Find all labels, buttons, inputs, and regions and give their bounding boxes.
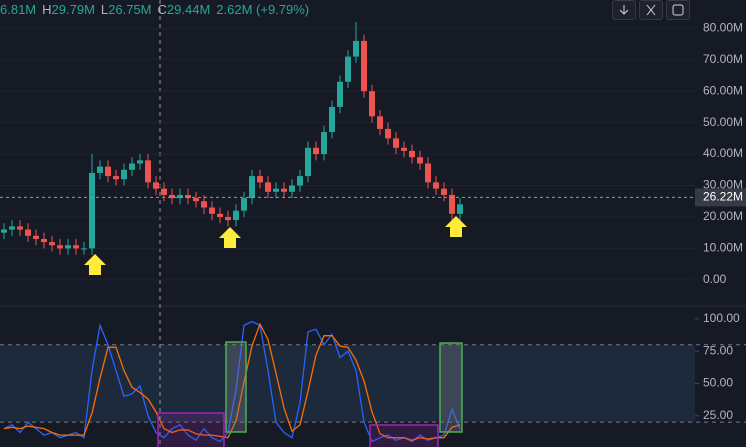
y-tick-label: 0.00 [703,272,727,286]
y-tick-label: 100.00 [703,311,740,325]
candle-body [249,176,255,199]
candle-body [25,229,31,236]
candle-body [217,213,223,217]
candle-body [177,194,183,199]
candle-body [457,204,463,214]
candle-body [401,147,407,151]
candle-body [89,172,95,249]
candle-body [417,157,423,164]
header-value: 29.79M [51,2,95,17]
candle-body [137,160,143,164]
arrow [219,227,241,248]
candle-body [65,245,71,249]
button[interactable] [639,0,663,20]
candle-body [449,194,455,214]
y-tick-label: 80.00M [703,20,743,34]
candle-body [281,188,287,192]
candle-body [409,150,415,158]
last-price-box [695,188,746,207]
candle-body [209,207,215,214]
candle-body [433,182,439,189]
candle-body [185,194,191,199]
button[interactable] [612,0,636,20]
header-value: 29.44M [166,2,211,17]
candle-body [345,56,351,82]
candle-body [377,116,383,129]
y-tick-label: 20.00M [703,209,743,223]
y-tick-label: 30.00M [703,178,743,192]
highlight-box [439,342,463,433]
highlight-box [369,424,439,447]
candle-body [73,245,79,249]
candle-body [441,188,447,195]
icon [672,4,684,16]
y-tick-label: 40.00M [703,146,743,160]
candle-body [393,138,399,148]
candle-body [161,188,167,195]
candle-body [265,182,271,192]
candle-body [153,182,159,189]
candle-body [57,245,63,249]
candle-body [289,185,295,192]
candle-body [81,248,87,250]
candle-body [17,226,23,230]
y-tick-label: 75.00 [703,343,733,357]
y-tick-label: 50.00 [703,376,733,390]
candle-body [225,216,231,221]
arrow [445,216,467,237]
y-tick-label: 70.00M [703,52,743,66]
candle-body [9,226,15,230]
candle-body [305,147,311,177]
candle-body [97,166,103,173]
candle-body [169,194,175,199]
last-price-label: 26.22M [703,190,743,204]
candle-body [121,169,127,180]
candle-body [129,163,135,170]
candle-body [233,210,239,221]
y-tick-label: 60.00M [703,83,743,97]
candle-body [145,160,151,183]
stoch-band [0,344,695,423]
candle-body [41,238,47,243]
candle-body [33,235,39,239]
candle-body [353,40,359,57]
arrow [84,254,106,275]
candle-body [49,242,55,246]
candle-body [425,163,431,183]
header-key: H [42,2,52,17]
candle-body [193,198,199,202]
header-value: 26.75M [108,2,152,17]
candle-body [329,106,335,133]
y-tick-label: 25.00 [703,408,733,422]
candle-body [273,188,279,192]
ohlc-header: 6.81M H29.79M L26.75M C29.44M 2.62M (+9.79%) [0,2,315,17]
candle-body [201,201,207,208]
highlight-box [157,412,225,447]
y-tick-label: 10.00M [703,241,743,255]
stoch-line [3,322,461,441]
header-value: 6.81M [0,2,37,17]
candle-body [241,198,247,211]
candle-body [297,176,303,186]
candle-body [385,128,391,139]
candle-body [369,91,375,117]
header-value: 2.62M (+9.79%) [216,2,310,17]
candle-body [105,166,111,177]
y-tick-label: 50.00M [703,115,743,129]
highlight-box [225,341,247,433]
icon [646,4,656,16]
candle-body [337,81,343,107]
header-key: L [100,2,109,17]
candle-body [1,229,7,233]
candle-body [113,176,119,180]
icon [619,5,629,15]
header-key: C [157,2,167,17]
candle-body [361,40,367,92]
candle-body [321,132,327,155]
candle-body [313,147,319,155]
candle-body [257,176,263,183]
button[interactable] [666,0,690,20]
